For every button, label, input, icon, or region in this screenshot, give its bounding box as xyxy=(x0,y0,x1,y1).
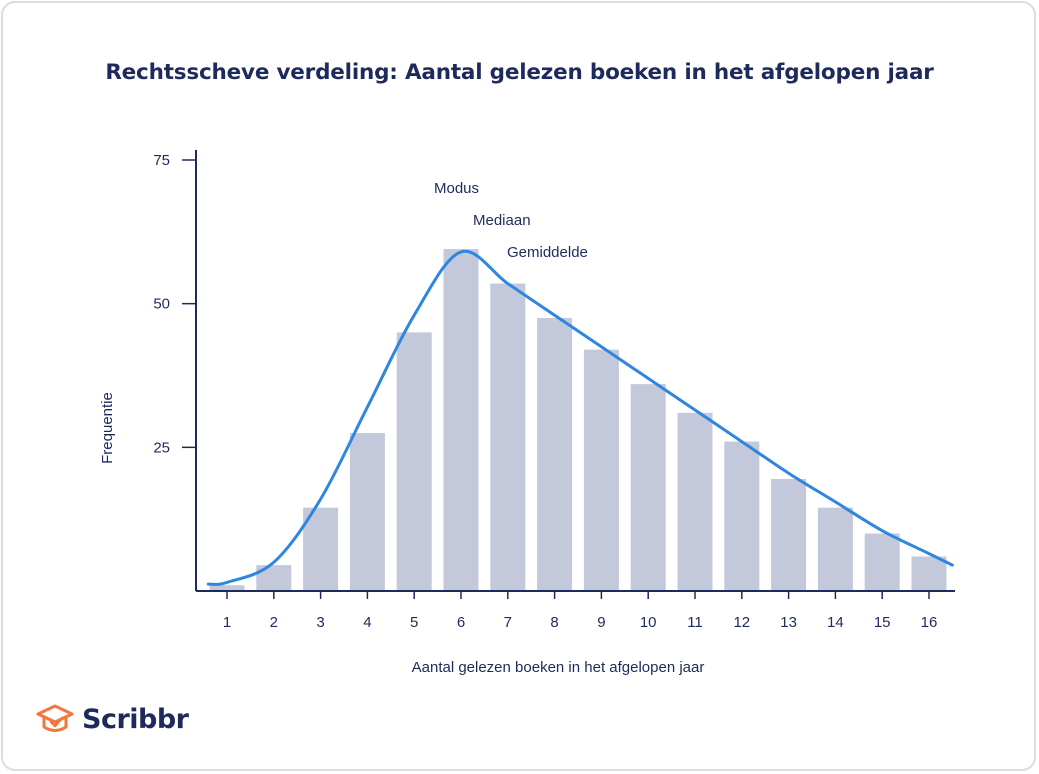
bar-9 xyxy=(583,349,619,591)
chart-title: Rechtsscheve verdeling: Aantal gelezen b… xyxy=(105,60,934,85)
x-axis-label: Aantal gelezen boeken in het afgelopen j… xyxy=(412,659,705,676)
x-tick-label: 5 xyxy=(410,614,418,631)
x-tick-label: 13 xyxy=(780,614,797,631)
x-tick-label: 12 xyxy=(733,614,750,631)
bar-1 xyxy=(209,585,245,591)
x-tick-label: 14 xyxy=(827,614,844,631)
y-tick-label: 75 xyxy=(153,152,170,169)
scribbr-logo: Scribbr xyxy=(36,703,189,735)
x-tick-label: 1 xyxy=(223,614,231,631)
bar-3 xyxy=(303,507,339,591)
bar-4 xyxy=(349,432,385,591)
x-tick-label: 4 xyxy=(363,614,371,631)
bar-13 xyxy=(771,478,807,591)
y-axis-label: Frequentie xyxy=(99,392,116,464)
bar-15 xyxy=(864,533,900,591)
bars-group xyxy=(209,249,947,591)
y-tick-label: 25 xyxy=(153,439,170,456)
x-tick-label: 10 xyxy=(640,614,657,631)
x-tick-label: 11 xyxy=(687,614,703,631)
x-tick-label: 6 xyxy=(457,614,465,631)
x-tick-label: 9 xyxy=(597,614,605,631)
x-tick-label: 3 xyxy=(316,614,324,631)
x-tick-label: 8 xyxy=(550,614,558,631)
y-tick-label: 50 xyxy=(153,296,170,313)
bar-7 xyxy=(490,283,526,591)
annotation-mediaan: Mediaan xyxy=(473,212,531,229)
annotation-gemiddelde: Gemiddelde xyxy=(507,244,588,261)
bar-16 xyxy=(911,556,947,591)
bar-5 xyxy=(396,332,432,591)
x-tick-label: 2 xyxy=(270,614,278,631)
graduation-cap-icon xyxy=(36,704,74,732)
bar-8 xyxy=(537,318,573,591)
brand-name: Scribbr xyxy=(82,703,189,735)
x-tick-label: 16 xyxy=(921,614,938,631)
x-tick-label: 15 xyxy=(874,614,891,631)
bar-14 xyxy=(817,507,853,591)
distribution-curve xyxy=(206,249,954,586)
y-ticks-group: 25 50 75 xyxy=(153,152,196,456)
bar-11 xyxy=(677,412,713,591)
bar-6 xyxy=(443,249,479,591)
bar-10 xyxy=(630,384,666,591)
annotation-modus: Modus xyxy=(434,180,479,197)
bar-12 xyxy=(724,441,760,591)
x-tick-label: 7 xyxy=(504,614,512,631)
x-ticks-group: 1 2 3 4 5 6 7 8 9 10 11 12 13 14 15 16 xyxy=(223,591,938,631)
